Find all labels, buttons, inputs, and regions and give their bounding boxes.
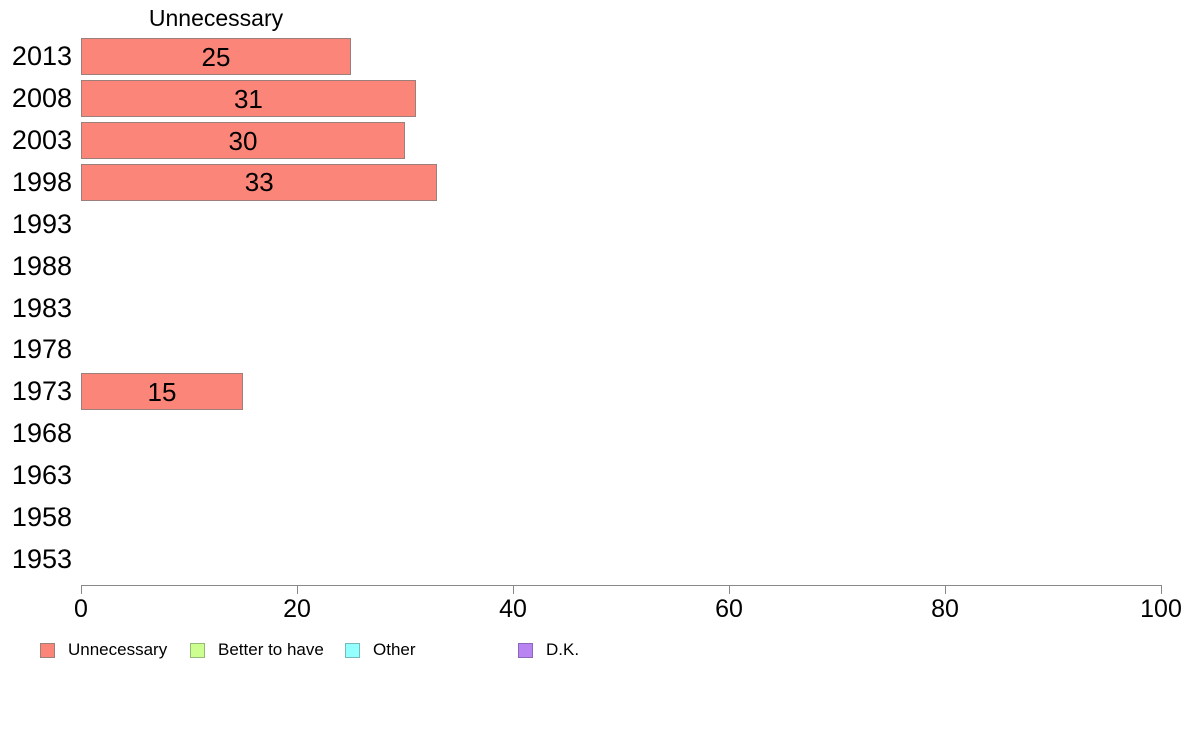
legend-label: Unnecessary	[68, 640, 168, 659]
y-axis-category-label: 1998	[11, 166, 72, 197]
y-axis-category-label: 2008	[11, 83, 72, 114]
x-axis-tick	[945, 585, 946, 594]
y-axis-category-label: 1993	[11, 208, 72, 239]
x-axis-tick	[297, 585, 298, 594]
bar-value-label: 31	[233, 83, 263, 114]
legend-swatch	[345, 643, 360, 658]
y-axis-category-label: 1973	[11, 376, 72, 407]
y-axis-category-label: 2013	[11, 41, 72, 72]
x-axis-tick	[81, 585, 82, 594]
bar: 33	[81, 163, 438, 201]
x-axis-tick	[513, 585, 514, 594]
bar: 15	[81, 373, 243, 411]
x-axis-tick-label: 20	[283, 595, 311, 623]
x-axis-tick-label: 0	[74, 595, 88, 623]
x-axis-tick-label: 80	[931, 595, 959, 623]
bar-value-label: 30	[228, 125, 258, 156]
legend-swatch	[190, 643, 205, 658]
bar-value-label: 15	[147, 376, 177, 407]
y-axis-category-label: 1958	[11, 501, 72, 532]
x-axis-tick-label: 60	[715, 595, 743, 623]
chart-title: Unnecessary	[148, 5, 284, 31]
bar: 30	[81, 122, 405, 160]
bar-value-label: 33	[244, 167, 274, 198]
y-axis-category-label: 1953	[11, 543, 72, 574]
x-axis-tick	[1161, 585, 1162, 594]
y-axis-category-label: 1968	[11, 418, 72, 449]
legend-swatch	[518, 643, 533, 658]
y-axis-category-label: 1983	[11, 292, 72, 323]
x-axis-line	[81, 585, 1161, 586]
legend-label: Other	[373, 640, 416, 659]
x-axis-tick-label: 100	[1140, 595, 1182, 623]
y-axis-category-label: 1988	[11, 250, 72, 281]
y-axis-category-label: 1963	[11, 459, 72, 490]
legend-label: Better to have	[218, 640, 324, 659]
legend-label: D.K.	[546, 640, 580, 659]
y-axis-category-label: 1978	[11, 334, 72, 365]
bar: 31	[81, 80, 416, 118]
y-axis-category-label: 2003	[11, 125, 72, 156]
legend-swatch	[40, 643, 55, 658]
x-axis-tick	[729, 585, 730, 594]
bar-value-label: 25	[201, 41, 231, 72]
x-axis-tick-label: 40	[499, 595, 527, 623]
bar: 25	[81, 38, 351, 76]
